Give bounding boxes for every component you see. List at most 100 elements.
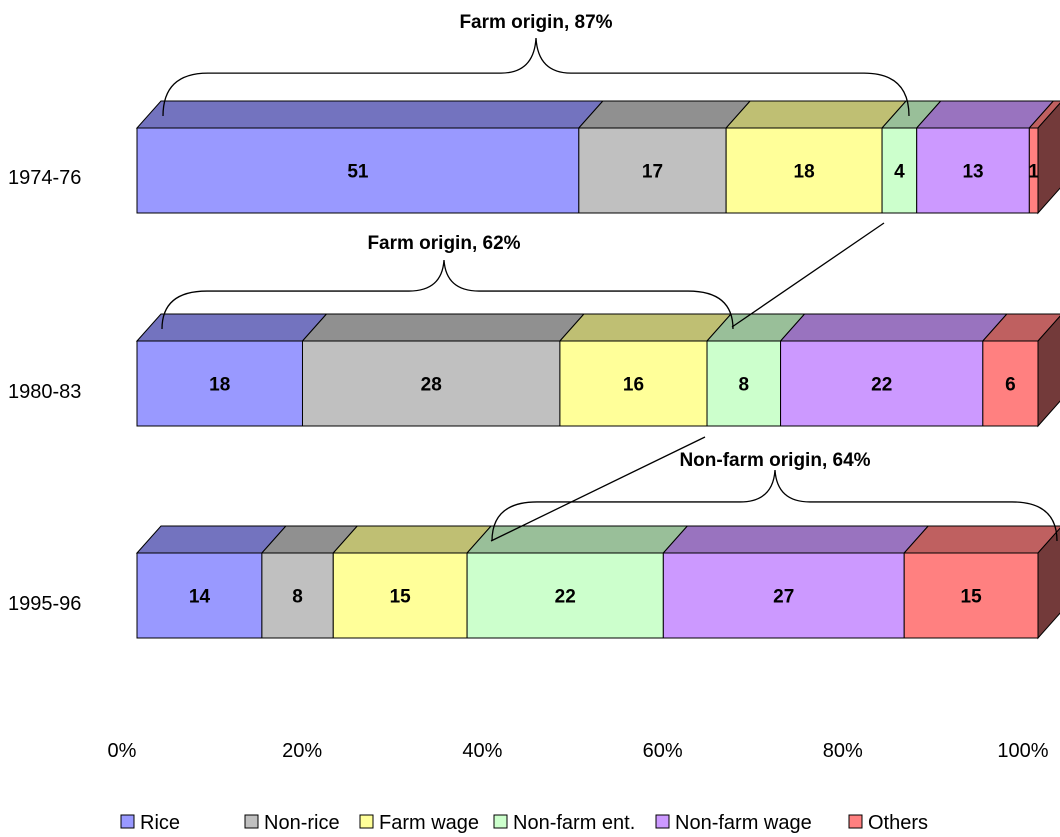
bar-front-face bbox=[301, 340, 561, 427]
data-label: 15 bbox=[390, 587, 412, 608]
annotation-2: Farm origin, 62% bbox=[161, 233, 734, 330]
data-label: 22 bbox=[871, 375, 892, 396]
legend-label: Rice bbox=[140, 812, 180, 834]
bar-front-face bbox=[136, 552, 263, 639]
bar-front-face bbox=[916, 127, 1030, 214]
legend-swatch bbox=[493, 814, 508, 829]
connector-lines bbox=[490, 222, 885, 542]
data-label: 28 bbox=[421, 375, 442, 396]
bar-top-face bbox=[577, 100, 752, 129]
x-axis-tick-labels: 0% 20% 40% 60% 80% 100% bbox=[108, 740, 1049, 762]
bar-1995-96-farm-wage: 15 bbox=[332, 525, 493, 639]
legend: Rice Non-rice Farm wage Non-farm ent. Non-fa… bbox=[120, 812, 928, 834]
bar-front-face bbox=[706, 340, 782, 427]
bar-top-face bbox=[725, 100, 908, 129]
bar-top-face bbox=[301, 313, 586, 342]
bar-front-face bbox=[903, 552, 1039, 639]
bar-top-face bbox=[135, 100, 604, 129]
bar-front-face bbox=[559, 340, 708, 427]
legend-label: Non-rice bbox=[264, 812, 340, 834]
bar-front-face bbox=[261, 552, 334, 639]
bar-side-face bbox=[1037, 527, 1060, 640]
data-label: 14 bbox=[189, 587, 211, 608]
data-label: 1 bbox=[1028, 162, 1039, 183]
data-label: 15 bbox=[961, 587, 983, 608]
bar-top-face bbox=[135, 525, 288, 554]
bar-1980-83-rice: 18 bbox=[135, 313, 328, 427]
legend-item: Farm wage bbox=[359, 812, 479, 834]
bar-top-face bbox=[779, 313, 1008, 342]
annotation-1: Farm origin, 87% bbox=[162, 12, 910, 117]
x-tick-label: 0% bbox=[108, 740, 137, 762]
bar-top-face bbox=[332, 525, 493, 554]
data-label: 6 bbox=[1005, 375, 1016, 396]
annotations-layer: Farm origin, 87% Farm origin, 62% Non-farm… bbox=[161, 12, 1058, 542]
data-label: 16 bbox=[623, 375, 644, 396]
bar-1974-76-farm-wage: 18 bbox=[725, 100, 908, 214]
x-tick-label: 80% bbox=[823, 740, 863, 762]
bar-front-face bbox=[578, 127, 727, 214]
bar-1980-83-non-farm-wage: 22 bbox=[779, 313, 1008, 427]
data-label: 8 bbox=[739, 375, 750, 396]
bar-top-face bbox=[662, 525, 930, 554]
legend-item: Rice bbox=[120, 812, 180, 834]
x-tick-label: 60% bbox=[643, 740, 683, 762]
bar-1974-76-non-farm-ent: 4 bbox=[880, 100, 942, 214]
data-label: 27 bbox=[773, 587, 794, 608]
bar-1974-76-non-farm-wage: 13 bbox=[915, 100, 1055, 214]
data-label: 8 bbox=[292, 587, 303, 608]
x-tick-label: 40% bbox=[462, 740, 502, 762]
bar-front-face bbox=[725, 127, 883, 214]
annotation-brace bbox=[491, 469, 1058, 542]
bar-top-face bbox=[903, 525, 1060, 554]
bar-front-face bbox=[136, 127, 580, 214]
legend-swatch bbox=[848, 814, 863, 829]
data-label: 22 bbox=[555, 587, 576, 608]
legend-swatch bbox=[655, 814, 670, 829]
legend-item: Non-farm wage bbox=[655, 812, 812, 834]
bar-1980-83-non-farm-ent: 8 bbox=[705, 313, 806, 427]
legend-item: Others bbox=[848, 812, 928, 834]
legend-label: Non-farm wage bbox=[675, 812, 812, 834]
bar-1995-96-rice: 14 bbox=[135, 525, 288, 639]
data-label: 4 bbox=[894, 162, 905, 183]
bar-1974-76-rice: 51 bbox=[135, 100, 604, 214]
bar-1995-96-non-rice: 8 bbox=[260, 525, 359, 639]
x-tick-label: 20% bbox=[282, 740, 322, 762]
connector-line bbox=[731, 222, 885, 328]
legend-swatch bbox=[244, 814, 259, 829]
annotation-label: Non-farm origin, 64% bbox=[679, 450, 870, 471]
bar-1980-83-farm-wage: 16 bbox=[558, 313, 733, 427]
bar-side-face bbox=[1037, 102, 1060, 215]
legend-swatch bbox=[359, 814, 374, 829]
connector-line bbox=[490, 436, 706, 542]
bar-front-face bbox=[780, 340, 984, 427]
x-tick-label: 100% bbox=[997, 740, 1048, 762]
data-label: 18 bbox=[794, 162, 815, 183]
legend-label: Farm wage bbox=[379, 812, 479, 834]
bars-layer: 51 17 18 4 13 1 18 28 16 8 22 6 14 8 15 22 27 15 bbox=[135, 100, 1060, 640]
bar-1995-96-non-farm-wage: 27 bbox=[662, 525, 930, 639]
data-label: 51 bbox=[347, 162, 369, 183]
data-label: 13 bbox=[962, 162, 983, 183]
annotation-brace bbox=[162, 37, 910, 117]
legend-label: Non-farm ent. bbox=[513, 812, 635, 834]
bar-top-face bbox=[465, 525, 689, 554]
category-label: 1980-83 bbox=[8, 381, 81, 403]
legend-item: Non-rice bbox=[244, 812, 340, 834]
category-labels: 1974-76 1980-83 1995-96 bbox=[8, 167, 81, 615]
bar-side-face bbox=[1037, 315, 1060, 428]
bar-front-face bbox=[881, 127, 918, 214]
bar-1980-83-others: 6 bbox=[981, 313, 1060, 428]
legend-swatch bbox=[120, 814, 135, 829]
bar-front-face bbox=[466, 552, 664, 639]
bar-1974-76-others: 1 bbox=[1028, 100, 1060, 215]
data-label: 18 bbox=[209, 375, 230, 396]
bar-front-face bbox=[332, 552, 468, 639]
annotation-label: Farm origin, 87% bbox=[459, 12, 612, 33]
bar-1995-96-others: 15 bbox=[903, 525, 1060, 640]
annotation-3: Non-farm origin, 64% bbox=[491, 450, 1058, 542]
legend-item: Non-farm ent. bbox=[493, 812, 635, 834]
data-label: 17 bbox=[642, 162, 663, 183]
